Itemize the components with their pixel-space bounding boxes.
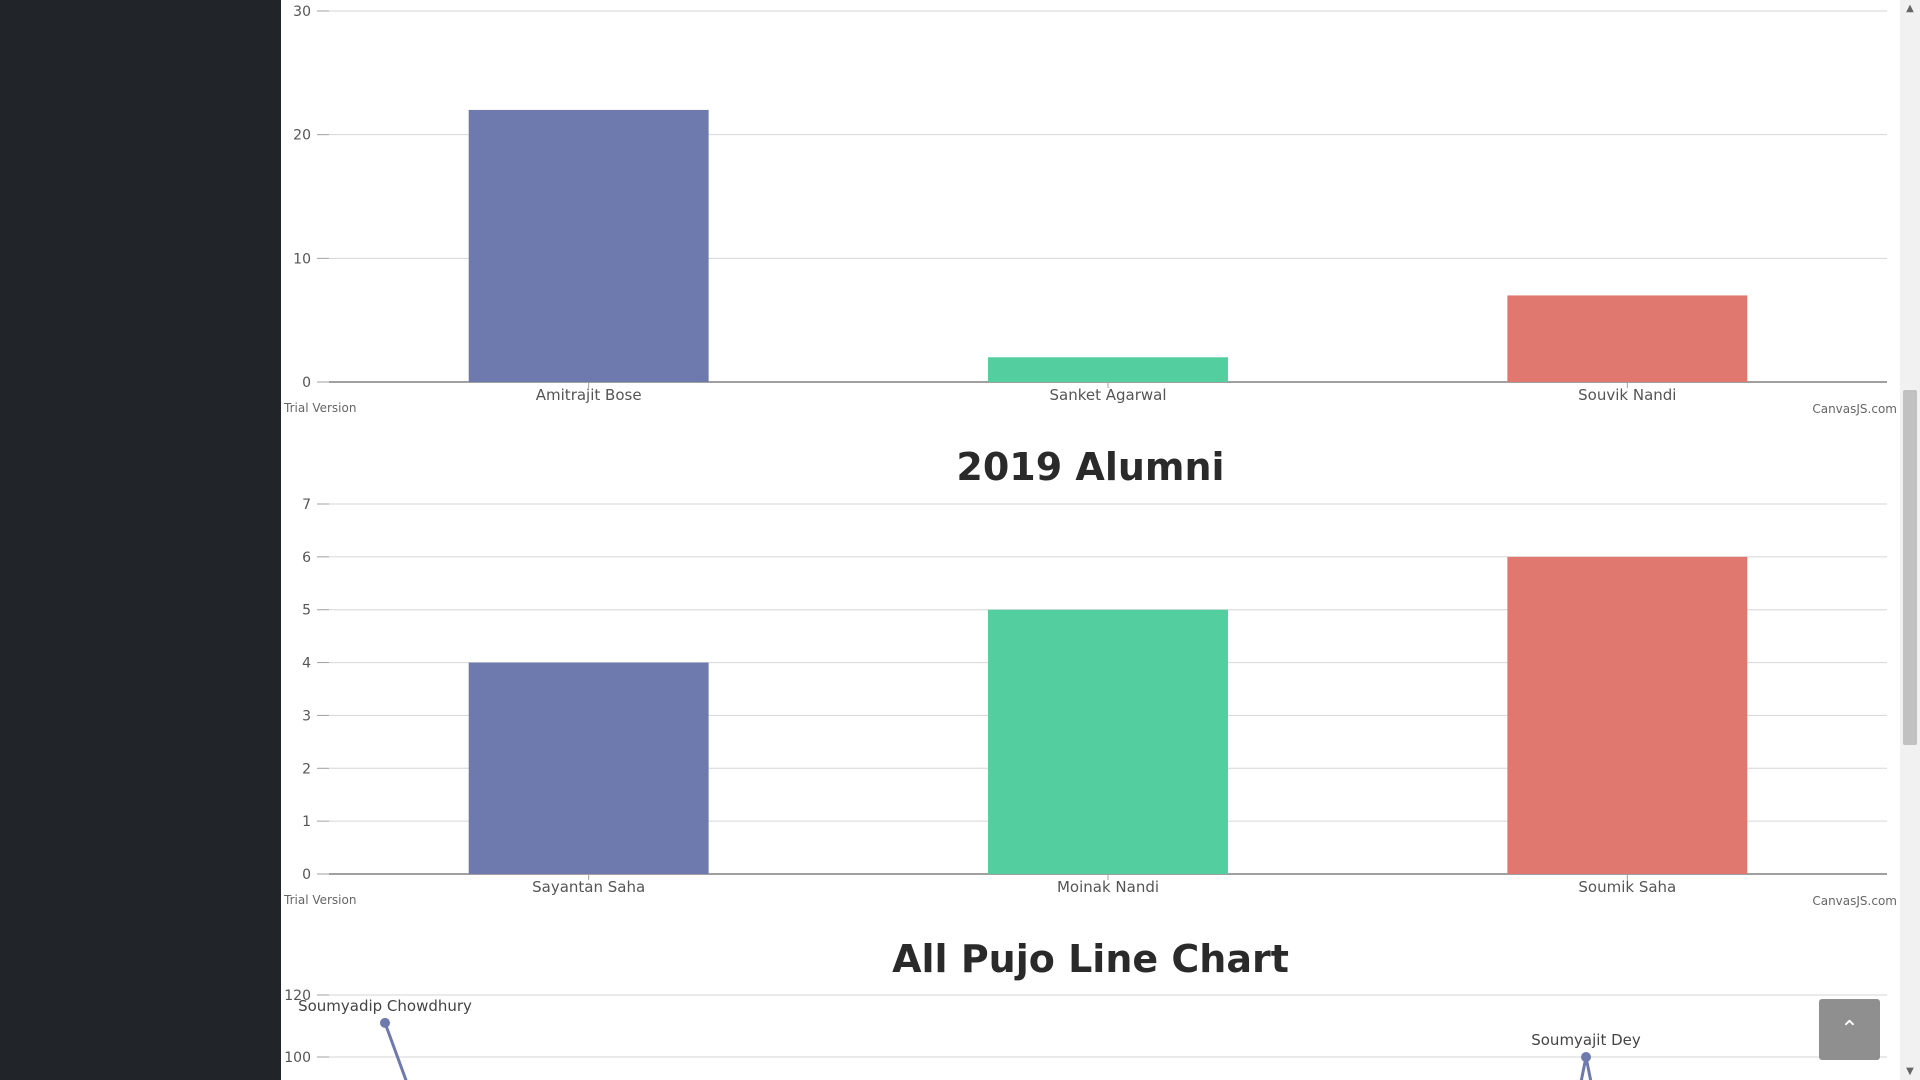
chart-3-title: All Pujo Line Chart <box>892 937 1289 981</box>
bar-chart-1: 0 10 20 30 Amitrajit Bose Sanket Agarwal Souvi… <box>281 0 1900 420</box>
bar-1 <box>468 109 709 382</box>
bar-3 <box>1507 295 1748 382</box>
y-tick-label: 120 <box>284 988 311 1004</box>
main-content: 0 10 20 30 Amitrajit Bose Sanket Agarwal Souvi… <box>281 0 1900 1080</box>
y-tick-label: 5 <box>302 603 311 619</box>
line-segment <box>1584 1056 1593 1080</box>
bar-3 <box>1507 556 1748 874</box>
line-chart: 100 120 Soumyadip Chowdhury Soumyajit Dey <box>281 985 1900 1080</box>
bar-1 <box>468 662 709 874</box>
y-tick-label: 4 <box>302 656 311 672</box>
bar-chart-2-plot: 0 1 2 3 4 5 6 7 Sayantan Saha Moinak Nandi Soumik … <box>283 497 1897 908</box>
bar-chart-2: 0 1 2 3 4 5 6 7 Sayantan Saha Moinak Nandi Soumik … <box>281 490 1900 910</box>
point-label: Soumyadip Chowdhury <box>298 997 472 1015</box>
y-tick-label: 30 <box>293 4 311 20</box>
bar-chart-1-plot: 0 10 20 30 Amitrajit Bose Sanket Agarwal Souvi… <box>283 4 1897 416</box>
data-point <box>1581 1052 1591 1062</box>
line-segment <box>1579 1056 1588 1080</box>
x-category-label: Moinak Nandi <box>1057 878 1159 896</box>
y-tick-label: 6 <box>302 550 311 566</box>
canvasjs-credit: CanvasJS.com <box>1812 894 1897 908</box>
bar-2 <box>988 357 1228 382</box>
y-tick-label: 3 <box>302 708 311 724</box>
x-category-label: Sanket Agarwal <box>1049 386 1166 404</box>
y-tick-label: 0 <box>302 375 311 391</box>
scrollbar[interactable]: ▲ ▼ <box>1900 0 1920 1080</box>
data-point <box>380 1017 390 1028</box>
y-tick-label: 20 <box>293 128 311 144</box>
canvasjs-credit: CanvasJS.com <box>1812 402 1897 416</box>
x-category-label: Souvik Nandi <box>1578 386 1676 404</box>
scroll-up-arrow-icon[interactable]: ▲ <box>1906 3 1914 14</box>
sidebar <box>0 0 281 1080</box>
scrollbar-thumb[interactable] <box>1903 390 1917 745</box>
x-category-label: Sayantan Saha <box>532 878 645 896</box>
bar-2 <box>988 609 1228 874</box>
chart-2-title: 2019 Alumni <box>956 445 1225 489</box>
trial-version-watermark: Trial Version <box>283 893 356 907</box>
trial-version-watermark: Trial Version <box>283 401 356 415</box>
y-tick-label: 7 <box>302 497 311 513</box>
y-tick-label: 0 <box>302 867 311 883</box>
y-tick-label: 1 <box>302 814 311 830</box>
scroll-down-arrow-icon[interactable]: ▼ <box>1906 1066 1914 1077</box>
point-label: Soumyajit Dey <box>1531 1031 1641 1049</box>
x-category-label: Amitrajit Bose <box>536 386 642 404</box>
line-segment <box>383 1022 408 1080</box>
x-category-label: Soumik Saha <box>1578 878 1676 896</box>
y-tick-label: 100 <box>284 1050 311 1066</box>
y-tick-label: 10 <box>293 251 311 267</box>
y-tick-label: 2 <box>302 761 311 777</box>
back-to-top-button[interactable]: ⌃ <box>1819 999 1880 1060</box>
chevron-up-icon: ⌃ <box>1840 1017 1859 1042</box>
